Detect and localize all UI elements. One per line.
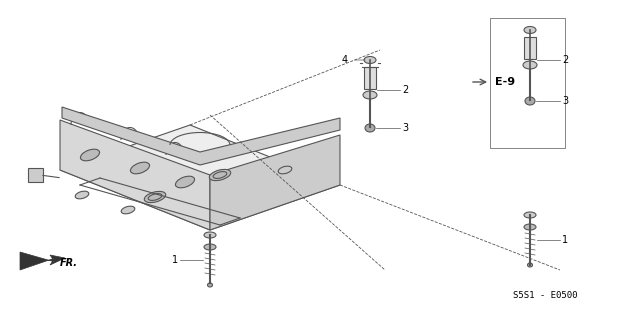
Ellipse shape [524,212,536,218]
Ellipse shape [131,162,150,174]
Ellipse shape [527,263,532,267]
Text: 1: 1 [562,235,568,245]
Ellipse shape [365,124,375,132]
Ellipse shape [363,91,377,99]
Polygon shape [210,135,340,230]
Polygon shape [62,107,340,165]
Text: 4: 4 [342,55,348,65]
Text: 2: 2 [562,55,568,65]
Text: 3: 3 [562,96,568,106]
Ellipse shape [524,224,536,230]
Text: 1: 1 [172,255,178,265]
Ellipse shape [523,61,537,69]
Text: 2: 2 [402,85,408,95]
Ellipse shape [364,56,376,63]
Bar [364,67,376,89]
Ellipse shape [81,149,100,161]
Ellipse shape [207,283,212,287]
Text: FR.: FR. [60,258,78,268]
Ellipse shape [278,166,292,174]
Bar [524,37,536,59]
Ellipse shape [524,26,536,33]
Text: E-9: E-9 [495,77,515,87]
Ellipse shape [121,206,135,214]
Ellipse shape [204,244,216,250]
Polygon shape [20,252,65,270]
Text: S5S1 - E0500: S5S1 - E0500 [513,291,577,300]
Ellipse shape [209,169,230,181]
Ellipse shape [204,232,216,238]
Bar [490,18,565,148]
Ellipse shape [175,176,195,188]
Text: 3: 3 [402,123,408,133]
Ellipse shape [144,191,166,203]
Ellipse shape [75,191,89,199]
Ellipse shape [525,97,535,105]
Bar [28,168,43,182]
Polygon shape [60,125,340,230]
Polygon shape [60,120,210,230]
